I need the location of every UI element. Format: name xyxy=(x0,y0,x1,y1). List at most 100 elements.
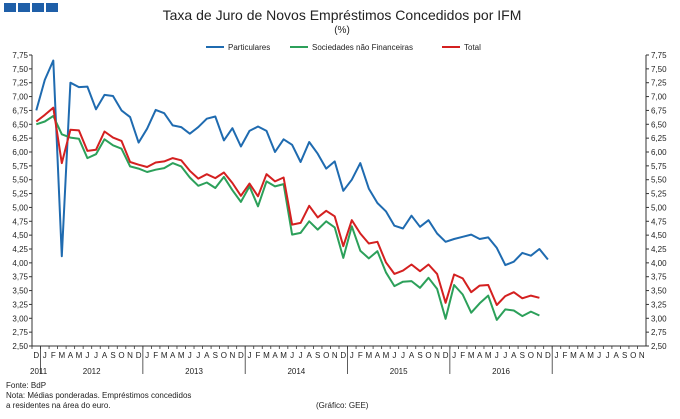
x-month-label: J xyxy=(503,351,507,360)
x-month-label: J xyxy=(290,351,294,360)
legend-label: Particulares xyxy=(228,43,270,52)
x-month-label: J xyxy=(597,351,601,360)
y-tick-label: 4,00 xyxy=(12,259,28,268)
brand-logo xyxy=(4,3,58,12)
x-month-label: S xyxy=(110,351,115,360)
x-month-label: A xyxy=(409,351,415,360)
logo-block xyxy=(18,3,30,12)
x-month-label: D xyxy=(136,351,142,360)
y-tick-label: 4,75 xyxy=(12,217,28,226)
x-month-label: O xyxy=(425,351,431,360)
x-month-label: J xyxy=(94,351,98,360)
x-month-label: O xyxy=(528,351,534,360)
y-tick-label: 4,50 xyxy=(12,231,28,240)
y-tick-label: 3,25 xyxy=(12,300,28,309)
x-month-label: O xyxy=(323,351,329,360)
y-tick-label: 3,50 xyxy=(12,287,28,296)
x-month-label: M xyxy=(263,351,270,360)
x-month-label: F xyxy=(460,351,465,360)
x-month-label: J xyxy=(606,351,610,360)
x-year-label: 2014 xyxy=(287,367,305,376)
x-month-label: J xyxy=(495,351,499,360)
x-month-label: M xyxy=(280,351,287,360)
x-month-label: D xyxy=(443,351,449,360)
x-year-label: 2011 xyxy=(30,367,48,376)
x-month-label: N xyxy=(537,351,543,360)
x-year-label: 2012 xyxy=(83,367,101,376)
series-line-sociedades-n-o-financeiras xyxy=(35,115,540,321)
y-tick-label: 7,50 xyxy=(12,65,28,74)
x-month-label: F xyxy=(51,351,56,360)
x-month-label: M xyxy=(366,351,373,360)
x-month-label: J xyxy=(43,351,47,360)
y-tick-label-right: 3,50 xyxy=(651,287,667,296)
x-month-label: S xyxy=(520,351,525,360)
y-tick-label-right: 7,00 xyxy=(651,93,667,102)
x-month-label: F xyxy=(358,351,363,360)
y-tick-label-right: 4,00 xyxy=(651,259,667,268)
x-month-label: J xyxy=(188,351,192,360)
x-month-label: A xyxy=(272,351,278,360)
note-line-2: a residentes na área do euro. xyxy=(6,401,111,410)
x-year-label: 2013 xyxy=(185,367,203,376)
x-month-label: F xyxy=(153,351,158,360)
y-tick-label-right: 5,50 xyxy=(651,176,667,185)
x-month-label: M xyxy=(76,351,83,360)
x-month-label: D xyxy=(238,351,244,360)
y-tick-label: 5,00 xyxy=(12,203,28,212)
x-month-label: A xyxy=(375,351,381,360)
y-tick-label-right: 6,00 xyxy=(651,148,667,157)
x-month-label: M xyxy=(570,351,577,360)
y-tick-label: 6,00 xyxy=(12,148,28,157)
y-tick-label-right: 4,25 xyxy=(651,245,667,254)
y-tick-label: 3,00 xyxy=(12,314,28,323)
series-layer xyxy=(35,59,549,321)
x-month-label: N xyxy=(230,351,236,360)
x-month-label: D xyxy=(545,351,551,360)
y-tick-label: 6,50 xyxy=(12,120,28,129)
x-month-label: M xyxy=(587,351,594,360)
x-month-label: A xyxy=(511,351,517,360)
y-tick-label-right: 2,50 xyxy=(651,342,667,351)
x-month-label: M xyxy=(161,351,168,360)
x-month-label: N xyxy=(332,351,338,360)
x-year-label: 2016 xyxy=(492,367,510,376)
x-month-label: A xyxy=(306,351,312,360)
x-month-label: S xyxy=(622,351,627,360)
y-tick-label-right: 6,25 xyxy=(651,134,667,143)
x-month-label: N xyxy=(434,351,440,360)
y-tick-label: 2,50 xyxy=(12,342,28,351)
x-month-label: N xyxy=(639,351,645,360)
x-month-label: A xyxy=(613,351,619,360)
x-month-label: S xyxy=(315,351,320,360)
x-month-label: J xyxy=(350,351,354,360)
y-tick-label: 2,75 xyxy=(12,328,28,337)
x-month-label: O xyxy=(118,351,124,360)
x-month-label: J xyxy=(452,351,456,360)
x-month-label: M xyxy=(468,351,475,360)
y-tick-label-right: 2,75 xyxy=(651,328,667,337)
y-tick-label: 6,75 xyxy=(12,106,28,115)
y-tick-label-right: 4,50 xyxy=(651,231,667,240)
x-month-label: J xyxy=(392,351,396,360)
x-month-label: M xyxy=(485,351,492,360)
x-month-label: J xyxy=(247,351,251,360)
y-tick-label-right: 5,00 xyxy=(651,203,667,212)
x-month-label: M xyxy=(383,351,390,360)
x-month-label: O xyxy=(630,351,636,360)
chart-credit: (Gráfico: GEE) xyxy=(316,401,369,410)
chart: Taxa de Juro de Novos Empréstimos Conced… xyxy=(4,3,667,376)
x-month-label: J xyxy=(145,351,149,360)
x-month-label: A xyxy=(204,351,210,360)
y-tick-label-right: 3,75 xyxy=(651,273,667,282)
x-month-label: J xyxy=(85,351,89,360)
x-month-label: A xyxy=(477,351,483,360)
legend-label: Total xyxy=(464,43,481,52)
note-line-1: Nota: Médias ponderadas. Empréstimos con… xyxy=(6,391,192,400)
x-month-label: A xyxy=(68,351,74,360)
x-month-label: F xyxy=(563,351,568,360)
chart-title: Taxa de Juro de Novos Empréstimos Conced… xyxy=(163,7,522,23)
x-month-label: M xyxy=(59,351,66,360)
y-tick-label: 3,75 xyxy=(12,273,28,282)
y-tick-label: 7,75 xyxy=(12,51,28,60)
